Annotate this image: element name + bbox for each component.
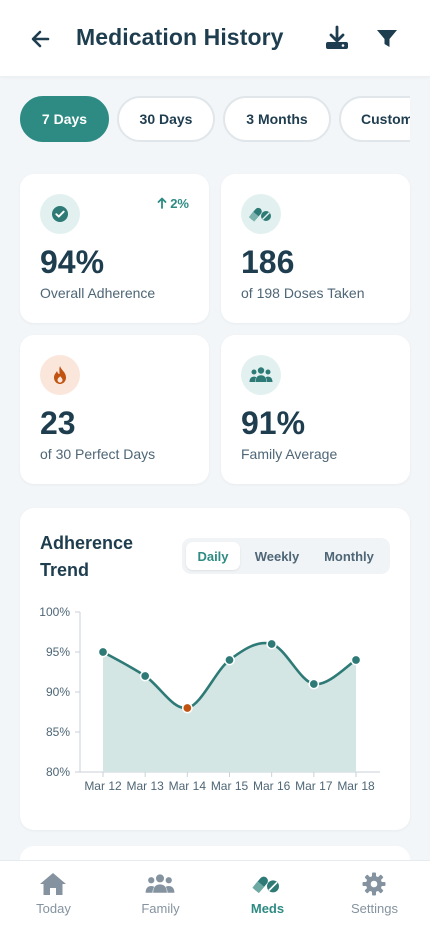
adherence-chart: 100% 95% 90% 85% 80% Mar 12 Mar 13 Mar 14 Mar 15… [39,605,380,793]
bottom-tab-bar: Today Family [0,860,430,932]
tab-settings[interactable]: Settings [321,861,428,932]
pills-icon [249,207,271,222]
y-tick-label: 85% [46,725,70,739]
stat-value: 23 [40,405,76,441]
data-point [97,646,109,658]
stat-icon-doses [241,194,281,234]
arrow-left-icon [31,30,50,48]
toggle-daily[interactable]: Daily [186,542,240,570]
tab-label: Meds [250,901,285,916]
gear-icon [362,872,386,896]
home-icon [40,873,66,895]
adherence-trend-card: Adherence Trend Daily Weekly Monthly 100… [20,508,410,830]
arrow-up-icon [157,197,167,209]
tab-label: Today [36,901,71,916]
stat-card-family-average[interactable]: 91% Family Average [221,335,410,484]
back-button[interactable] [28,26,54,52]
tab-today[interactable]: Today [0,861,107,932]
data-point [224,654,235,666]
data-point [139,670,151,682]
x-tick-label: Mar 15 [211,779,249,793]
flame-icon [54,366,66,384]
pills-icon [252,876,279,894]
y-tick-label: 80% [46,765,70,779]
toggle-monthly[interactable]: Monthly [324,548,374,564]
chip-30-days[interactable]: 30 Days [117,96,215,142]
stat-value: 91% [241,405,306,441]
download-icon [326,25,348,49]
tab-icon-settings [359,871,389,897]
y-tick-label: 90% [46,685,70,699]
stat-card-perfect-days[interactable]: 23 of 30 Perfect Days [20,335,209,484]
chip-custom[interactable]: Custom [339,96,410,142]
family-icon [145,874,175,893]
stat-value: 186 [241,244,295,280]
tab-icon-today [38,871,68,897]
data-point [308,678,320,690]
filter-button[interactable] [374,26,400,52]
page-title: Medication History [76,24,284,50]
y-tick-label: 95% [46,645,70,659]
stat-label: Family Average [241,446,338,462]
range-chips: 7 Days 30 Days 3 Months Custom [0,96,410,142]
trend-value: 2% [170,196,189,211]
x-tick-label: Mar 16 [253,779,291,793]
download-button[interactable] [324,24,350,52]
app-header: Medication History [0,0,430,76]
x-tick-label: Mar 14 [169,779,207,793]
stat-value: 94% [40,244,105,280]
y-tick-label: 100% [39,605,70,619]
check-circle-icon [52,206,68,222]
stat-label: Overall Adherence [40,285,156,301]
x-tick-label: Mar 13 [126,779,164,793]
stat-label: of 198 Doses Taken [241,285,365,301]
tab-icon-family [145,871,175,897]
data-point [350,654,362,666]
tab-icon-meds [252,871,282,897]
trend-badge: 2% [157,196,189,211]
x-tick-label: Mar 17 [295,779,333,793]
chip-3-months[interactable]: 3 Months [223,96,331,142]
toggle-weekly[interactable]: Weekly [254,548,300,564]
chart-title: Adherence Trend [40,533,134,580]
data-point-low [181,702,193,714]
stat-icon-family [241,355,281,395]
x-tick-label: Mar 12 [84,779,122,793]
data-point [266,638,278,650]
stat-card-doses[interactable]: 186 of 198 Doses Taken [221,174,410,323]
stat-card-adherence[interactable]: 2% 94% Overall Adherence [20,174,209,323]
x-tick-label: Mar 18 [337,779,375,793]
stat-label: of 30 Perfect Days [40,446,156,462]
granularity-toggle: Daily Weekly Monthly [182,538,390,574]
filter-icon [377,30,397,47]
area-fill [103,643,356,772]
family-icon [249,367,273,382]
stat-icon-perfect-days [40,355,80,395]
tab-label: Family [141,901,180,916]
tab-family[interactable]: Family [107,861,214,932]
tab-label: Settings [351,901,398,916]
chip-7-days[interactable]: 7 Days [20,96,109,142]
tab-meds[interactable]: Meds [214,861,321,932]
stat-icon-adherence [40,194,80,234]
